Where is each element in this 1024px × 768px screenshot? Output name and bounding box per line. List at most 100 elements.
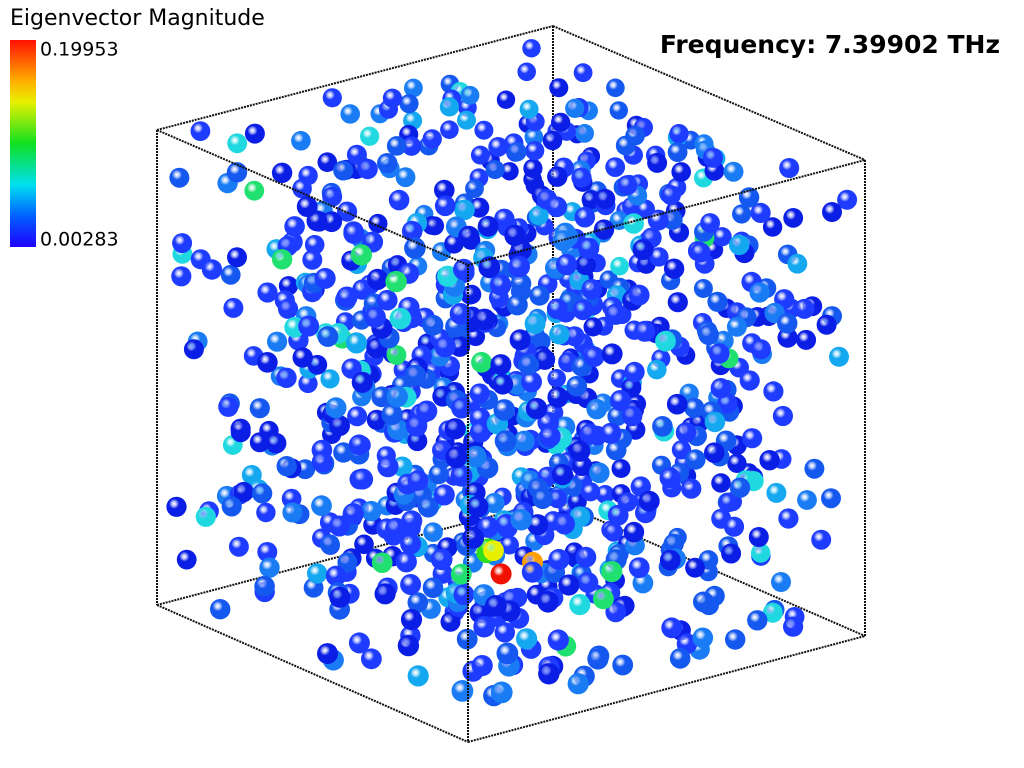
atom	[723, 161, 744, 182]
atom	[360, 126, 380, 146]
colorbar-min: 0.00283	[40, 229, 119, 251]
atom	[510, 273, 532, 294]
atom	[601, 561, 623, 583]
atom	[707, 291, 728, 312]
atom	[328, 515, 350, 537]
atom	[257, 282, 278, 303]
atom	[389, 307, 412, 330]
atom	[621, 405, 643, 427]
atom	[298, 315, 320, 337]
atom	[385, 517, 407, 540]
atom	[763, 381, 784, 402]
atom	[291, 131, 311, 151]
atom	[575, 254, 596, 276]
atom	[271, 249, 293, 270]
atom	[609, 101, 628, 120]
atom	[351, 371, 373, 393]
atom	[445, 446, 468, 469]
atom	[321, 211, 343, 233]
atom	[401, 136, 422, 156]
atom	[712, 227, 732, 247]
atom	[454, 199, 475, 221]
atom	[350, 244, 372, 266]
atom	[593, 588, 614, 610]
atom	[377, 289, 398, 311]
atom	[252, 483, 273, 504]
atom	[581, 278, 603, 300]
atom	[804, 458, 825, 479]
atom	[649, 247, 669, 267]
atom	[796, 329, 817, 350]
atom	[249, 398, 270, 419]
atom	[228, 536, 249, 557]
atom	[484, 492, 505, 514]
atom	[322, 88, 342, 108]
atom	[532, 488, 553, 509]
atom	[227, 133, 248, 154]
atom	[469, 383, 490, 404]
atom	[525, 141, 545, 161]
atom	[423, 522, 443, 542]
atom	[777, 313, 798, 334]
cube-front	[156, 129, 866, 743]
atom	[569, 594, 591, 616]
atom	[221, 496, 242, 517]
atom	[388, 189, 410, 211]
atom	[407, 592, 429, 613]
atom	[564, 326, 585, 347]
atom	[539, 425, 561, 448]
atom	[586, 398, 607, 420]
colorbar-max: 0.19953	[40, 39, 119, 61]
frequency-label: Frequency: 7.39902 THz	[660, 30, 1000, 59]
atom	[473, 308, 496, 331]
atom	[493, 399, 516, 421]
atom	[276, 367, 297, 388]
atom	[469, 421, 492, 443]
atom	[371, 552, 393, 573]
atom	[661, 617, 683, 639]
atom	[458, 225, 480, 247]
atom	[444, 418, 466, 440]
atom	[729, 477, 751, 498]
atom	[386, 386, 408, 408]
atom	[634, 320, 656, 342]
atom	[201, 259, 223, 280]
atom	[422, 129, 442, 149]
atom	[440, 611, 461, 632]
atom	[558, 574, 580, 596]
atom	[488, 137, 509, 157]
atom	[671, 162, 691, 182]
atom	[519, 99, 539, 119]
atom	[516, 628, 538, 650]
atoms	[166, 39, 858, 707]
atom	[227, 247, 247, 268]
atom	[428, 464, 449, 485]
atom	[538, 663, 560, 685]
atom	[595, 485, 615, 504]
atom	[230, 418, 251, 439]
atom	[579, 423, 601, 445]
atom	[661, 185, 681, 206]
atom	[709, 343, 730, 364]
atom	[404, 237, 426, 259]
atom	[638, 490, 660, 512]
atom	[422, 314, 444, 336]
atom	[437, 265, 459, 287]
atom	[762, 602, 783, 623]
atom	[605, 439, 627, 461]
atom	[337, 552, 358, 573]
atom	[632, 239, 654, 260]
atom	[169, 167, 190, 188]
atom	[821, 488, 841, 509]
atom	[337, 201, 358, 222]
atom	[351, 468, 373, 490]
atom	[277, 298, 299, 319]
atom	[652, 416, 673, 437]
atom	[494, 430, 517, 452]
atom	[611, 459, 631, 478]
atom	[371, 386, 392, 408]
atom	[490, 354, 512, 376]
atom	[534, 349, 556, 370]
atom	[552, 230, 575, 252]
